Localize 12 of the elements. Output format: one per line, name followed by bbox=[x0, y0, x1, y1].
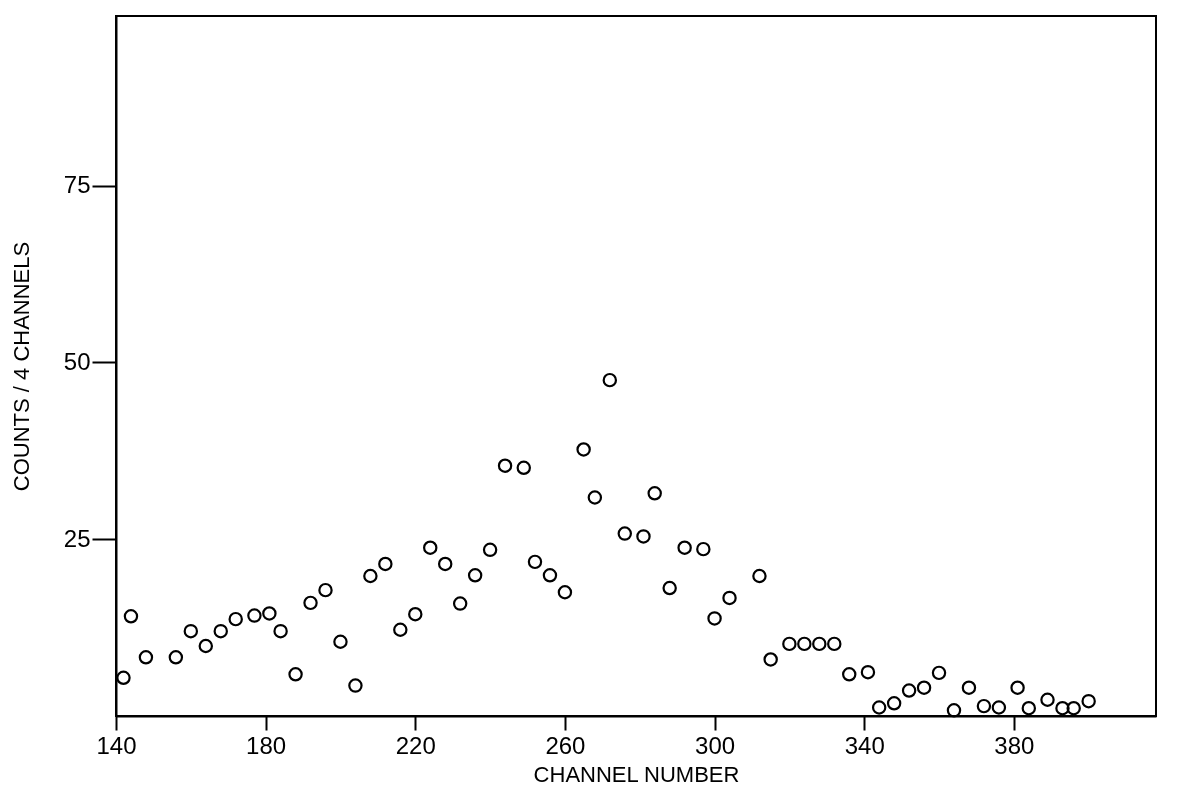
x-tick-label: 300 bbox=[695, 731, 736, 759]
y-axis-title: COUNTS / 4 CHANNELS bbox=[8, 241, 34, 492]
x-tick-label: 180 bbox=[246, 731, 287, 759]
y-tick-label: 50 bbox=[63, 347, 91, 375]
x-tick-label: 340 bbox=[844, 731, 885, 759]
x-tick-label: 380 bbox=[994, 731, 1035, 759]
x-tick-label: 140 bbox=[96, 731, 137, 759]
x-tick-label: 260 bbox=[545, 731, 586, 759]
x-axis-title: CHANNEL NUMBER bbox=[533, 761, 740, 787]
x-tick-label: 220 bbox=[395, 731, 436, 759]
y-tick-label: 25 bbox=[63, 524, 91, 552]
y-tick-label: 75 bbox=[63, 171, 91, 199]
